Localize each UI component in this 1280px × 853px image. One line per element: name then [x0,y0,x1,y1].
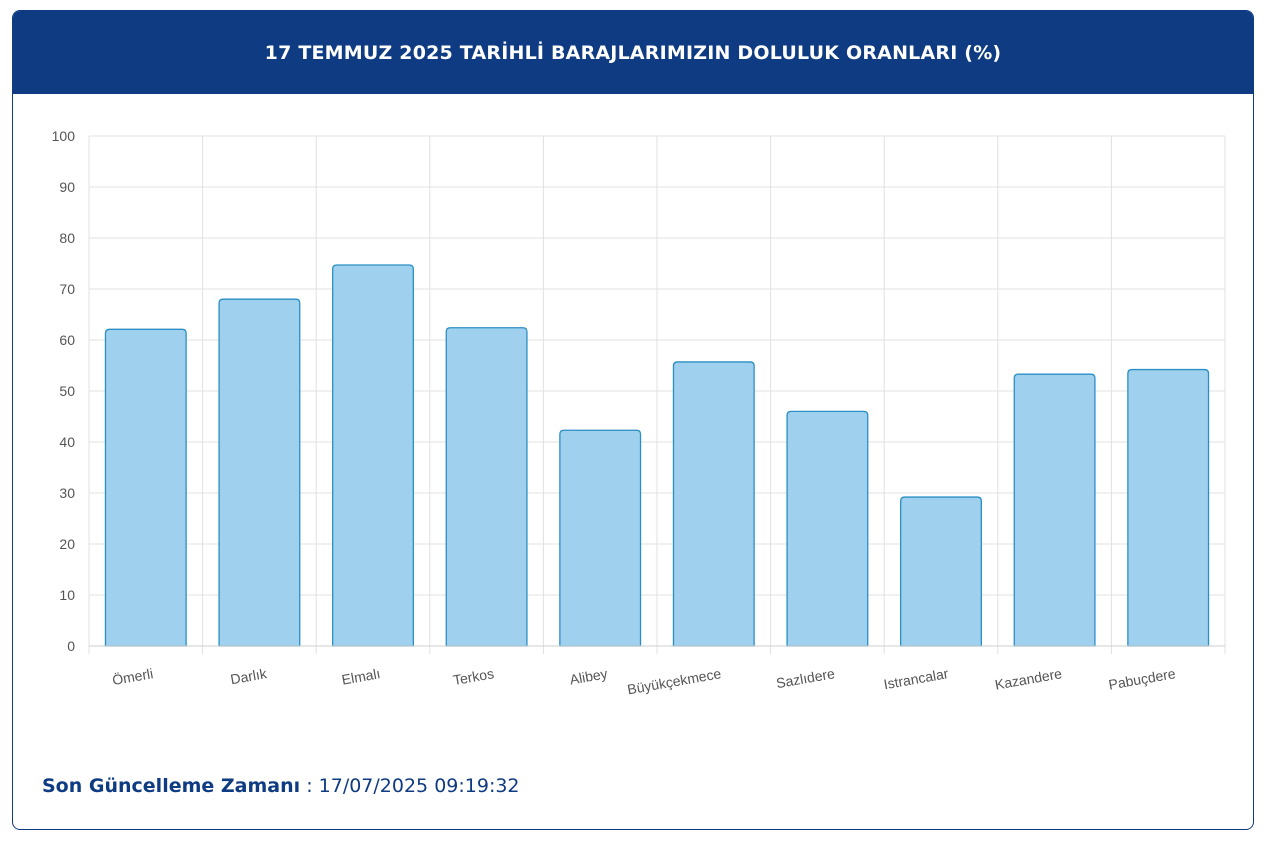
bar-pabuçdere[interactable] [1127,368,1210,647]
bar-kazandere[interactable] [1013,373,1096,647]
bar-alibey[interactable] [559,429,642,647]
y-tick-label: 90 [59,179,75,195]
bar-elmalı[interactable] [332,264,414,647]
bar-ömerli[interactable] [104,328,187,647]
bar-sazlıdere[interactable] [786,410,869,647]
x-tick-label: Alibey [568,665,608,687]
chart-title: 17 TEMMUZ 2025 TARİHLİ BARAJLARIMIZIN DO… [264,41,1002,64]
y-tick-label: 10 [59,587,75,603]
last-update-label: Son Güncelleme Zamanı [42,775,301,797]
x-tick-label: Pabuçdere [1107,665,1177,693]
x-tick-label: Sazlıdere [775,665,836,691]
bar-istrancalar[interactable] [900,496,982,647]
bar-darlık[interactable] [218,298,301,647]
y-tick-label: 70 [59,281,75,297]
y-tick-label: 50 [59,383,75,399]
x-tick-label: Büyükçekmece [626,665,722,697]
last-update-value: 17/07/2025 09:19:32 [318,775,520,797]
x-tick-label: Terkos [452,665,495,688]
y-tick-label: 20 [59,536,75,552]
x-tick-label: Darlık [229,665,269,687]
x-tick-label: Ömerli [111,664,155,688]
x-tick-label: Elmalı [340,665,381,688]
card-header: 17 TEMMUZ 2025 TARİHLİ BARAJLARIMIZIN DO… [13,11,1253,94]
last-update-separator: : [300,775,319,797]
x-tick-label: Istrancalar [882,665,949,692]
bar-büyükçekmece[interactable] [672,361,755,647]
y-tick-label: 40 [59,434,75,450]
y-tick-label: 80 [59,230,75,246]
last-update: Son Güncelleme Zamanı : 17/07/2025 09:19… [42,775,520,797]
y-tick-label: 100 [52,128,76,144]
y-tick-label: 60 [59,332,75,348]
chart-card: 17 TEMMUZ 2025 TARİHLİ BARAJLARIMIZIN DO… [12,10,1254,830]
x-tick-label: Kazandere [994,665,1064,693]
y-tick-label: 30 [59,485,75,501]
bar-chart: 0 10 20 30 40 50 60 70 80 90 100 Ömerli Darlık Elmalı… [52,128,1226,697]
bar-terkos[interactable] [445,327,528,647]
y-tick-label: 0 [67,638,75,654]
